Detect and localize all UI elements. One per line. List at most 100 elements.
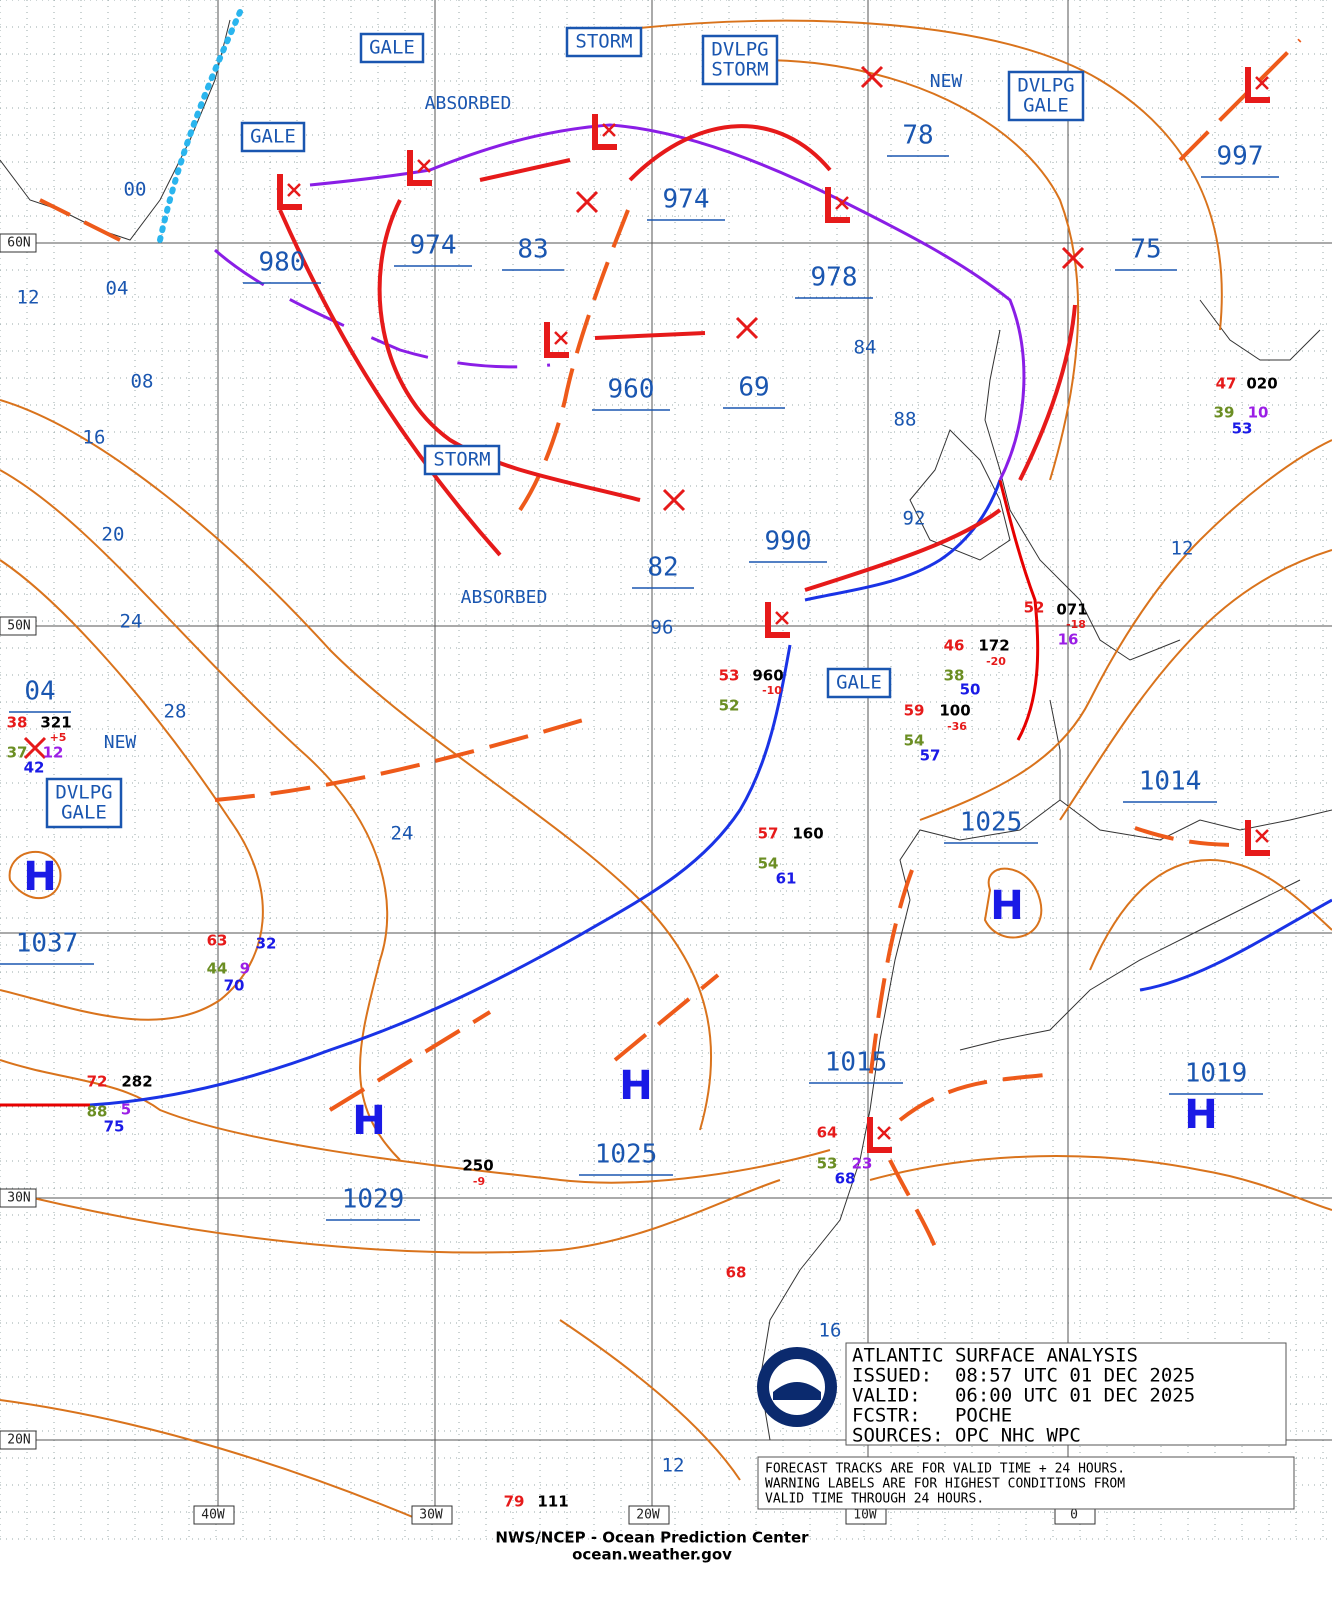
low-x [1255,829,1269,843]
station-observation: -18 [1066,618,1086,631]
forecast-position [23,736,47,760]
disclaimer-line: VALID TIME THROUGH 24 HOURS. [765,1492,984,1507]
low-x [417,159,431,173]
station-observation: 071 [1056,601,1087,619]
isobar-label: 24 [120,611,143,633]
station-observation: 53 [719,667,740,685]
station-observation: 111 [537,1493,568,1511]
station-observation: 57 [758,825,779,843]
pressure-label: 1037 [16,929,79,959]
station-observation: 160 [792,825,823,843]
grid-label: 0 [1070,1508,1078,1523]
station-observation: 42 [24,759,45,777]
warning-label: GALE [61,802,107,824]
warning-label: DVLPG [55,782,112,804]
station-observation: 282 [121,1073,152,1091]
forecast-position [860,65,884,89]
pressure-label: 1025 [960,808,1023,838]
station-observation: 39 [1214,404,1235,422]
pressure-label: 990 [765,527,812,557]
pressure-label: 997 [1217,142,1264,172]
info-line: SOURCES: OPC NHC WPC [852,1425,1081,1447]
grid-label: 10W [853,1508,877,1523]
station-observation: 75 [104,1118,125,1136]
warning-box [1007,70,1085,122]
isobar-label: 00 [124,179,147,201]
isobar-label: 24 [391,823,414,845]
low-symbol [825,187,850,223]
coastlines [0,19,1332,1441]
pressure-label: 978 [811,263,858,293]
station-observation: 57 [920,747,941,765]
station-observation: 61 [776,870,797,888]
low-symbol [277,174,302,210]
warning-label: STORM [433,449,490,471]
disclaimer-line: WARNING LABELS ARE FOR HIGHEST CONDITION… [765,1477,1125,1492]
station-observation: 23 [852,1155,873,1173]
isobar-label: 16 [83,427,106,449]
warning-label: STORM [711,59,768,81]
low-symbol [1245,820,1270,856]
low-x [1255,76,1269,90]
info-line: FCSTR: POCHE [852,1405,1012,1427]
station-observation: 53 [817,1155,838,1173]
status-label: ABSORBED [425,93,512,114]
info-line: ISSUED: 08:57 UTC 01 DEC 2025 [852,1365,1195,1387]
grid-label-box [0,233,37,253]
isobar-label: 96 [651,617,674,639]
forecast-position [1061,246,1085,270]
station-observation: 54 [758,855,779,873]
pressure-label: 1014 [1139,767,1202,797]
station-observation: 88 [87,1103,108,1121]
station-observation: 44 [207,960,228,978]
low-x [287,183,301,197]
low-x [877,1126,891,1140]
low-x [775,611,789,625]
grid-label: 30W [419,1508,443,1523]
station-observation: 79 [504,1493,525,1511]
station-observation: -20 [986,655,1006,668]
station-observation: +5 [50,731,67,744]
station-observation: -9 [473,1175,485,1188]
warning-label: GALE [250,126,296,148]
low-x [835,196,849,210]
pressure-label: 75 [1130,235,1161,265]
warning-label: GALE [836,672,882,694]
status-label: NEW [104,732,137,753]
warning-box [240,121,306,153]
station-observation: 32 [256,935,277,953]
station-observation: 54 [904,732,925,750]
station-observation: 38 [944,667,965,685]
grid-label: 50N [7,619,30,634]
station-observation: 70 [224,977,245,995]
grid-label-box [411,1505,453,1525]
pressure-label: 960 [608,375,655,405]
isobar-label: 04 [106,278,129,300]
credit-line: ocean.weather.gov [572,1546,732,1564]
warning-label: STORM [575,31,632,53]
station-observation: 10 [1248,404,1269,422]
station-observation: 37 [7,744,28,762]
low-symbol [544,322,569,358]
noaa-logo [757,1347,837,1427]
pressure-label: 82 [647,553,678,583]
station-observation: 020 [1246,375,1277,393]
grid [0,0,1332,1540]
low-symbol [765,602,790,638]
pressure-label: 04 [24,677,55,707]
high-symbol: H [619,1063,652,1109]
forecast-position [662,488,686,512]
info-line: ATLANTIC SURFACE ANALYSIS [852,1345,1138,1367]
station-observation: 52 [719,697,740,715]
pressure-label: 1025 [595,1140,658,1170]
station-observation: 100 [939,702,970,720]
credit-line: NWS/NCEP - Ocean Prediction Center [495,1529,809,1547]
high-symbol: H [23,854,56,900]
grid-label-box [0,1430,37,1450]
station-observation: 172 [978,637,1009,655]
isobar-label: 88 [894,409,917,431]
grid-label-box [628,1505,670,1525]
isobar-label: 12 [662,1455,685,1477]
pressure-label: 974 [410,231,457,261]
warning-box [359,32,425,64]
